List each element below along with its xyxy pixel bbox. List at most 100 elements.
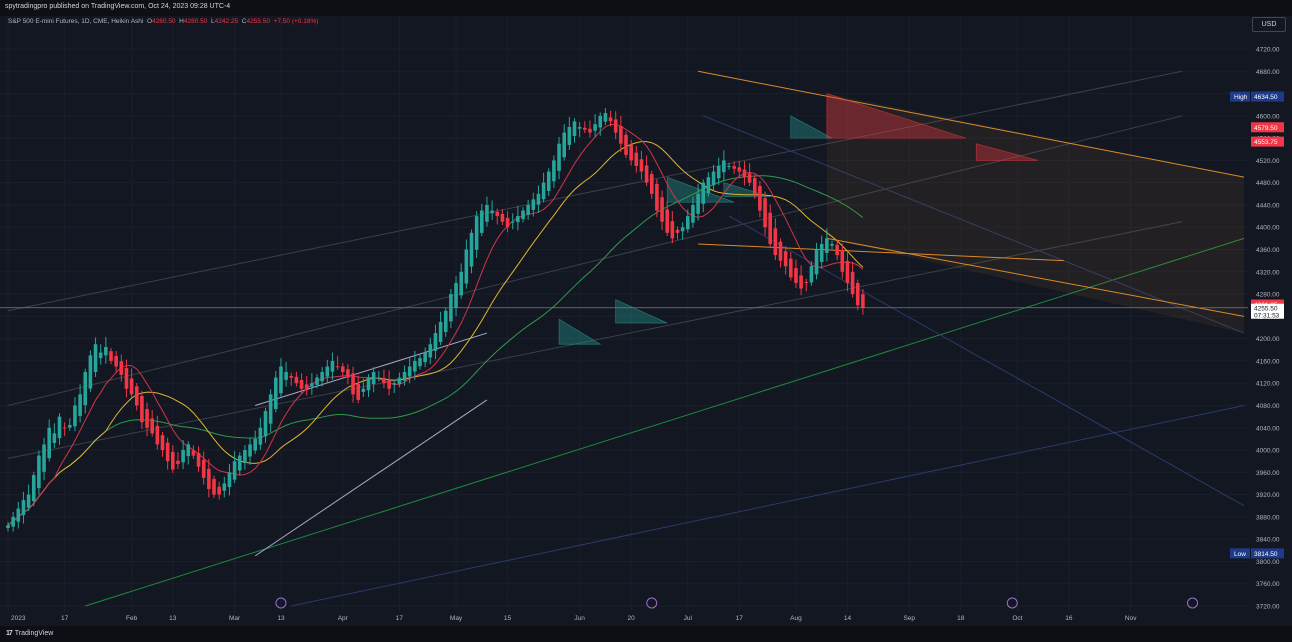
candle-body [171,451,175,470]
y-tick-label: 4360.00 [1256,247,1280,254]
candle-body [361,388,366,392]
candle-body [809,266,814,283]
close-key: C [241,18,247,25]
candle-body [562,132,566,158]
candle-body [670,221,675,239]
x-tick-label: Jul [684,615,693,622]
candle-body [727,165,731,167]
candle-body [583,127,587,130]
candle-body [26,494,31,508]
candle-body [552,160,556,182]
candle-body [232,461,237,480]
event-marker-icon[interactable] [1006,597,1018,609]
y-tick-label: 4400.00 [1256,225,1280,232]
y-tick-label: 4040.00 [1256,425,1280,432]
x-tick-label: Aug [790,615,802,622]
candle-body [284,372,288,380]
candle-body [258,427,263,445]
candle-body [814,249,819,275]
trend-line [7,221,1183,459]
candle-body [222,483,227,491]
candle-body [680,227,685,232]
candle-body [160,435,165,451]
candle-body [186,444,191,457]
candle-body [742,169,747,178]
candle-body [98,352,103,359]
candle-body [299,380,304,389]
candle-body [392,383,397,385]
candle-body [613,119,618,133]
candle-body [124,368,129,389]
close-value: 4255.50 [246,18,270,25]
x-tick-label: 13 [169,615,177,622]
candle-body [320,372,324,382]
candle-body [68,424,72,428]
candle-body [567,126,572,145]
candle-body [495,211,500,217]
candle-body [598,115,603,128]
price-tag-p4579-value: 4579.50 [1254,125,1278,132]
current-price-value: 4255.50 [1254,306,1278,313]
candle-body [31,475,36,502]
x-tick-label: 16 [1065,615,1073,622]
candle-body [526,204,530,215]
candle-body [73,405,77,427]
candle-body [382,377,386,384]
candle-body [603,113,608,122]
price-tag-p4553-value-box [1251,136,1284,147]
candle-body [330,360,335,372]
x-tick-label: Nov [1125,615,1137,622]
candle-body [577,126,582,129]
candle-body [217,486,221,495]
channel-lower-line [826,237,1245,317]
y-tick-label: 4480.00 [1256,180,1280,187]
candle-body [732,166,736,169]
candle-body [42,444,46,472]
price-tag-high_label-box [1230,91,1250,102]
candle-body [696,193,700,214]
candle-body [500,214,505,222]
candle-body [819,243,824,262]
channel-fill [826,93,1244,334]
candle-body [11,516,15,527]
event-marker-icon[interactable] [1187,597,1198,609]
candle-body [109,351,113,361]
candle-body [773,228,778,256]
pattern-triangle [615,299,668,324]
x-tick-label: Apr [338,615,349,622]
candle-body [763,198,767,228]
candle-body [799,275,803,289]
candle-body [778,241,783,261]
candle-body [191,450,196,456]
candle-body [310,383,314,387]
y-tick-label: 4680.00 [1256,69,1280,76]
candle-body [686,216,690,230]
candle-body [850,271,855,295]
currency-button[interactable]: USD [1252,17,1286,32]
candle-body [830,243,834,246]
candle-body [469,232,474,267]
event-marker-icon[interactable] [275,597,287,609]
tradingview-logo[interactable]: 17 TradingView [6,630,53,637]
candle-body [433,333,438,351]
trend-line [291,404,1245,607]
x-tick-label: Feb [126,615,138,622]
candle-body [237,455,242,471]
candle-body [21,500,26,516]
event-marker-icon[interactable] [646,597,658,609]
candle-body [665,209,669,233]
candle-body [835,244,839,256]
x-tick-label: Sep [903,615,915,622]
published-text: spytradingpro published on TradingView.c… [5,3,231,10]
candle-body [253,438,257,451]
candle-body [716,165,721,179]
trend-line [7,115,1183,406]
pattern-triangle [975,143,1039,161]
candle-body [536,193,541,205]
price-tag-p4553-value: 4553.75 [1254,139,1278,146]
candle-body [294,376,299,384]
candle-body [557,143,561,171]
candle-body [747,173,752,183]
